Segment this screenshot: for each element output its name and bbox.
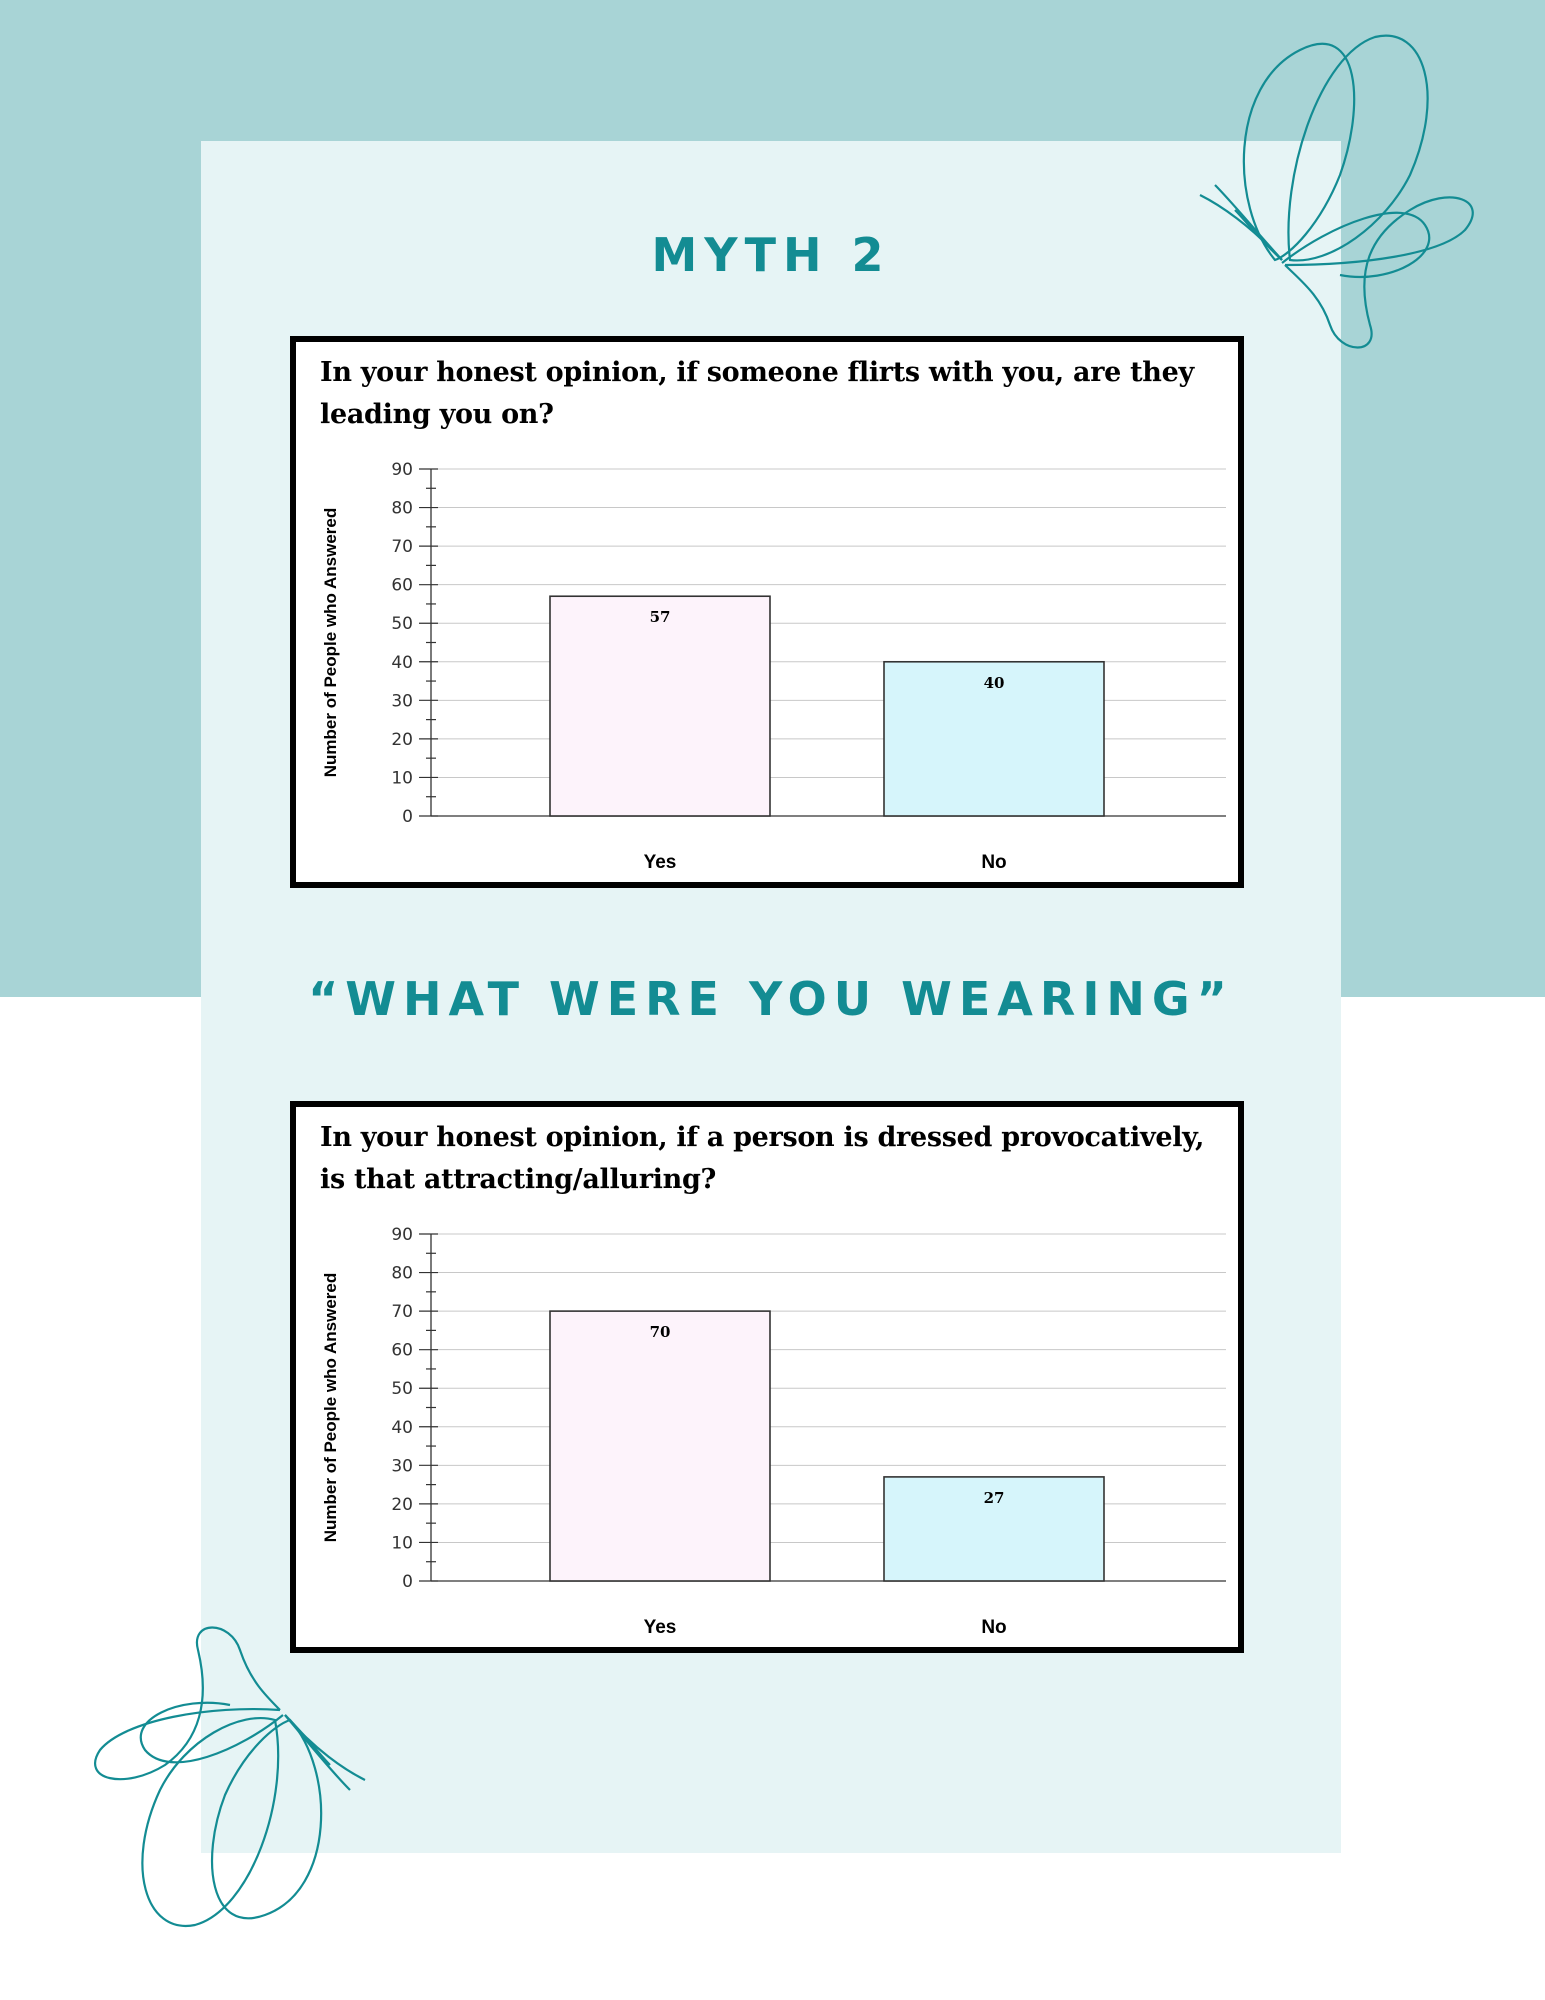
y-tick-label: 10 [391,1533,413,1553]
y-tick-label: 0 [402,807,413,827]
bar-value-label: 40 [984,674,1005,692]
y-tick-label: 70 [391,1302,413,1322]
y-tick-label: 50 [391,614,413,634]
y-tick-label: 80 [391,1264,413,1284]
y-tick-label: 90 [391,460,413,480]
y-axis-label: Number of People who Answered [321,1273,340,1543]
bar-yes [549,595,771,817]
butterfly-icon [1199,34,1474,349]
y-tick-label: 30 [391,691,413,711]
x-tick-label: No [981,852,1006,873]
bar-no [883,660,1105,817]
y-tick-label: 70 [391,537,413,557]
y-tick-label: 0 [402,1572,413,1592]
y-tick-label: 40 [391,653,413,673]
y-tick-label: 60 [391,576,413,596]
x-tick-label: Yes [644,852,677,873]
bar-yes [549,1310,771,1582]
bar-value-label: 27 [984,1489,1005,1507]
wearing-heading: “WHAT WERE YOU WEARING” [308,972,1234,1026]
bar-value-label: 57 [650,608,671,626]
y-tick-label: 80 [391,499,413,519]
bar-chart-flirting: 0 10 20 30 40 50 60 70 80 90 Number of People who … [321,460,1226,873]
myth-heading: MYTH 2 [651,228,891,282]
chart-title: In your honest opinion, if a person is d… [320,1122,1205,1195]
x-tick-label: No [981,1617,1006,1638]
y-tick-label: 10 [391,768,413,788]
y-tick-label: 60 [391,1341,413,1361]
butterfly-icon [94,1626,366,1928]
y-axis-label: Number of People who Answered [321,508,340,778]
bar-no [883,1476,1105,1582]
chart-title: In your honest opinion, if someone flirt… [320,357,1194,430]
chart-card-dressed: In your honest opinion, if a person is d… [290,1101,1244,1653]
x-tick-label: Yes [644,1617,677,1638]
y-tick-label: 50 [391,1379,413,1399]
bar-value-label: 70 [650,1323,671,1341]
bar-chart-dressed: 0 10 20 30 40 50 60 70 80 90 Number of People who … [321,1225,1226,1638]
y-tick-label: 90 [391,1225,413,1245]
y-tick-label: 30 [391,1456,413,1476]
y-tick-label: 40 [391,1418,413,1438]
y-tick-label: 20 [391,730,413,750]
chart-card-flirting: In your honest opinion, if someone flirt… [290,336,1244,888]
y-tick-label: 20 [391,1495,413,1515]
